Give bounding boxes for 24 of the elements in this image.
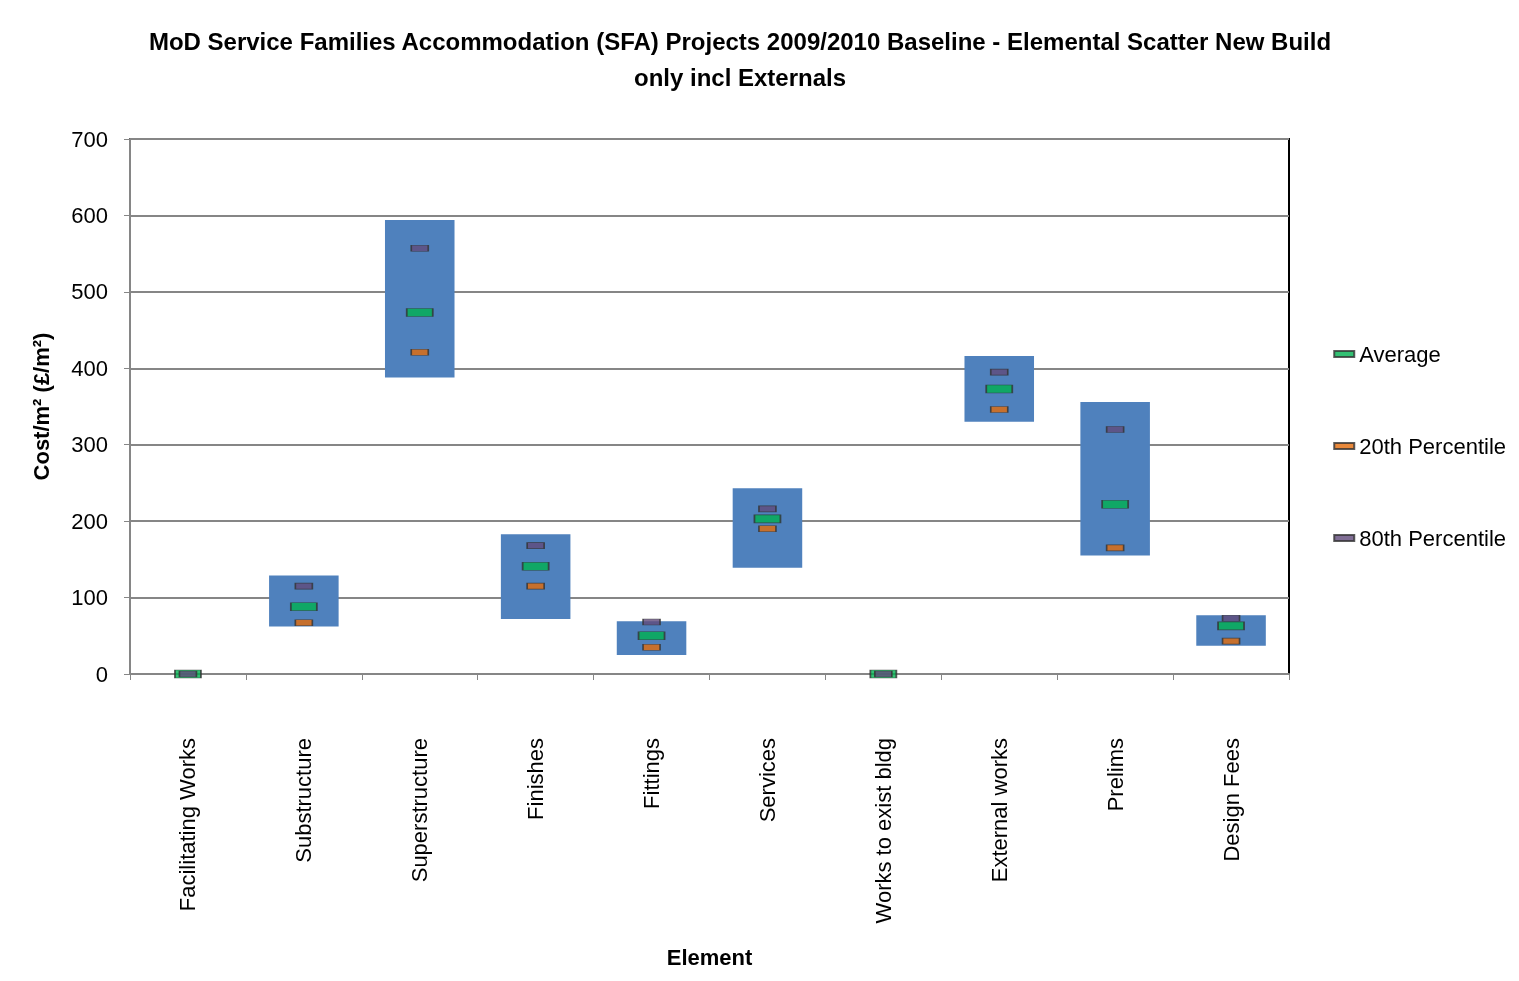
y-tick-label: 500 (71, 279, 108, 305)
x-tick-label: Prelims (1102, 738, 1128, 812)
chart-title: MoD Service Families Accommodation (SFA) Projects 2009/2010 Baseline - Elemental Scatter New Build only incl Externals (148, 27, 1332, 91)
x-tick-label: External works (986, 738, 1012, 883)
x-tick-label: Design Fees (1218, 738, 1244, 862)
x-tick-label: Works to exist bldg (870, 738, 896, 924)
x-tick-label: Facilitating Works (175, 738, 201, 912)
legend-label: 20th Percentile (1359, 433, 1507, 459)
x-tick-label: Services (754, 738, 780, 823)
y-tick-label: 300 (71, 432, 108, 458)
legend-label: 80th Percentile (1359, 525, 1507, 551)
x-tick-label: Substructure (291, 738, 317, 863)
y-tick-label: 400 (71, 355, 108, 381)
x-tick-label: Finishes (523, 738, 549, 820)
x-tick-label: Fittings (639, 738, 665, 809)
y-tick-label: 100 (71, 585, 108, 611)
y-tick-label: 700 (71, 126, 108, 152)
y-axis-title: Cost/m² (£/m²) (28, 332, 54, 481)
y-tick-label: 0 (95, 661, 108, 687)
legend-label: Average (1359, 341, 1441, 367)
x-tick-label: Superstructure (407, 738, 433, 883)
y-tick-label: 600 (71, 202, 108, 228)
y-tick-label: 200 (71, 508, 108, 534)
x-axis-title: Element (666, 944, 753, 970)
